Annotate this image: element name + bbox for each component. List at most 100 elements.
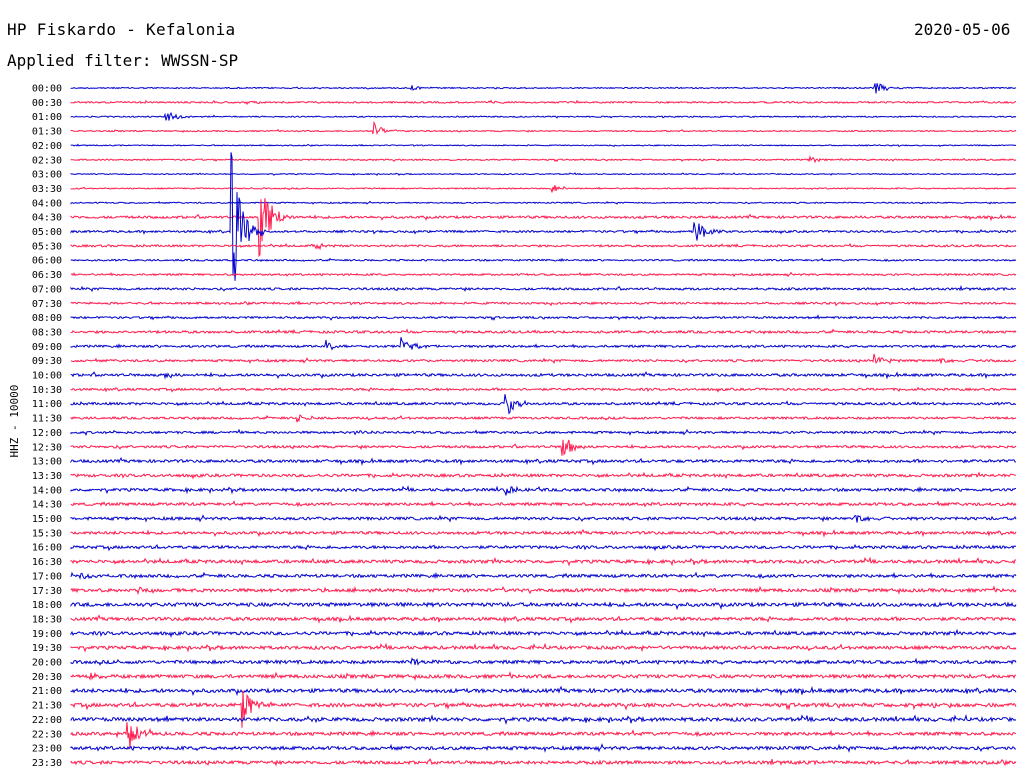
time-label-0430: 04:30 — [32, 213, 62, 224]
time-label-1030: 10:30 — [32, 385, 62, 396]
trace-1400 — [70, 485, 1017, 496]
time-label-1600: 16:00 — [32, 543, 62, 554]
trace-0630 — [70, 271, 1017, 278]
station-title: HP Fiskardo - Kefalonia — [7, 20, 236, 39]
trace-0400 — [70, 200, 1017, 205]
time-label-0000: 00:00 — [32, 84, 62, 95]
trace-0200 — [70, 143, 1017, 148]
trace-0800 — [70, 314, 1017, 321]
trace-1700 — [70, 571, 1017, 580]
trace-0130 — [70, 120, 1017, 136]
time-label-0800: 08:00 — [32, 313, 62, 324]
trace-0330 — [70, 184, 1017, 193]
time-label-2300: 23:00 — [32, 744, 62, 755]
time-label-1900: 19:00 — [32, 629, 62, 640]
trace-0830 — [70, 328, 1017, 335]
time-label-0300: 03:00 — [32, 170, 62, 181]
trace-1200 — [70, 428, 1017, 437]
time-label-1300: 13:00 — [32, 457, 62, 468]
trace-2230 — [70, 722, 1017, 749]
trace-0230 — [70, 155, 1017, 164]
trace-1330 — [70, 471, 1017, 480]
time-label-1730: 17:30 — [32, 586, 62, 597]
trace-0500 — [70, 152, 1017, 281]
trace-0530 — [70, 242, 1017, 251]
trace-0430 — [70, 198, 1017, 258]
trace-0600 — [70, 257, 1017, 263]
time-label-0500: 05:00 — [32, 227, 62, 238]
trace-2100 — [70, 685, 1017, 697]
time-label-0230: 02:30 — [32, 155, 62, 166]
time-label-0130: 01:30 — [32, 127, 62, 138]
trace-1900 — [70, 628, 1017, 638]
time-label-2330: 23:30 — [32, 758, 62, 769]
time-label-0200: 02:00 — [32, 141, 62, 152]
trace-1100 — [70, 394, 1017, 415]
trace-2200 — [70, 714, 1017, 726]
time-label-1930: 19:30 — [32, 643, 62, 654]
trace-1430 — [70, 500, 1017, 508]
time-label-1330: 13:30 — [32, 471, 62, 482]
trace-2130 — [70, 690, 1017, 728]
time-label-1100: 11:00 — [32, 399, 62, 410]
trace-0900 — [70, 337, 1017, 351]
trace-1730 — [70, 585, 1017, 595]
trace-1600 — [70, 543, 1017, 552]
trace-0300 — [70, 172, 1017, 176]
time-label-1000: 10:00 — [32, 371, 62, 382]
trace-0000 — [70, 83, 1017, 94]
time-label-2130: 21:30 — [32, 701, 62, 712]
filter-label: Applied filter: WWSSN-SP — [7, 51, 239, 70]
trace-1230 — [70, 439, 1017, 456]
trace-1300 — [70, 456, 1017, 467]
time-label-0930: 09:30 — [32, 356, 62, 367]
trace-2300 — [70, 743, 1017, 753]
trace-1530 — [70, 528, 1017, 538]
trace-0700 — [70, 284, 1017, 293]
time-label-0600: 06:00 — [32, 256, 62, 267]
trace-1130 — [70, 414, 1017, 423]
trace-0100 — [70, 111, 1017, 121]
time-label-1200: 12:00 — [32, 428, 62, 439]
time-label-1830: 18:30 — [32, 614, 62, 625]
trace-1830 — [70, 614, 1017, 624]
time-label-2230: 22:30 — [32, 729, 62, 740]
time-label-0900: 09:00 — [32, 342, 62, 353]
trace-1800 — [70, 601, 1017, 611]
time-label-1430: 14:30 — [32, 500, 62, 511]
trace-1030 — [70, 386, 1017, 393]
trace-1930 — [70, 642, 1017, 653]
time-label-1130: 11:30 — [32, 414, 62, 425]
time-label-0730: 07:30 — [32, 299, 62, 310]
time-label-0030: 00:30 — [32, 98, 62, 109]
trace-1500 — [70, 514, 1017, 523]
time-label-0630: 06:30 — [32, 270, 62, 281]
time-label-1500: 15:00 — [32, 514, 62, 525]
trace-0930 — [70, 353, 1017, 364]
time-label-0700: 07:00 — [32, 284, 62, 295]
trace-1000 — [70, 371, 1017, 380]
time-label-0530: 05:30 — [32, 241, 62, 252]
trace-1630 — [70, 556, 1016, 567]
record-date: 2020-05-06 — [914, 20, 1011, 39]
time-label-1530: 15:30 — [32, 528, 62, 539]
trace-0730 — [70, 300, 1017, 307]
time-label-1400: 14:00 — [32, 485, 62, 496]
time-label-2100: 21:00 — [32, 686, 62, 697]
time-label-0830: 08:30 — [32, 327, 62, 338]
time-label-1800: 18:00 — [32, 600, 62, 611]
trace-2330 — [70, 758, 1017, 767]
time-label-0400: 04:00 — [32, 198, 62, 209]
trace-2030 — [70, 670, 1017, 682]
time-label-0100: 01:00 — [32, 112, 62, 123]
time-label-2000: 20:00 — [32, 658, 62, 669]
time-label-2200: 22:00 — [32, 715, 62, 726]
time-label-1230: 12:30 — [32, 442, 62, 453]
time-label-1700: 17:00 — [32, 571, 62, 582]
time-label-2030: 20:30 — [32, 672, 62, 683]
trace-0030 — [70, 99, 1017, 106]
time-label-0330: 03:30 — [32, 184, 62, 195]
trace-2000 — [70, 657, 1017, 666]
time-label-1630: 16:30 — [32, 557, 62, 568]
